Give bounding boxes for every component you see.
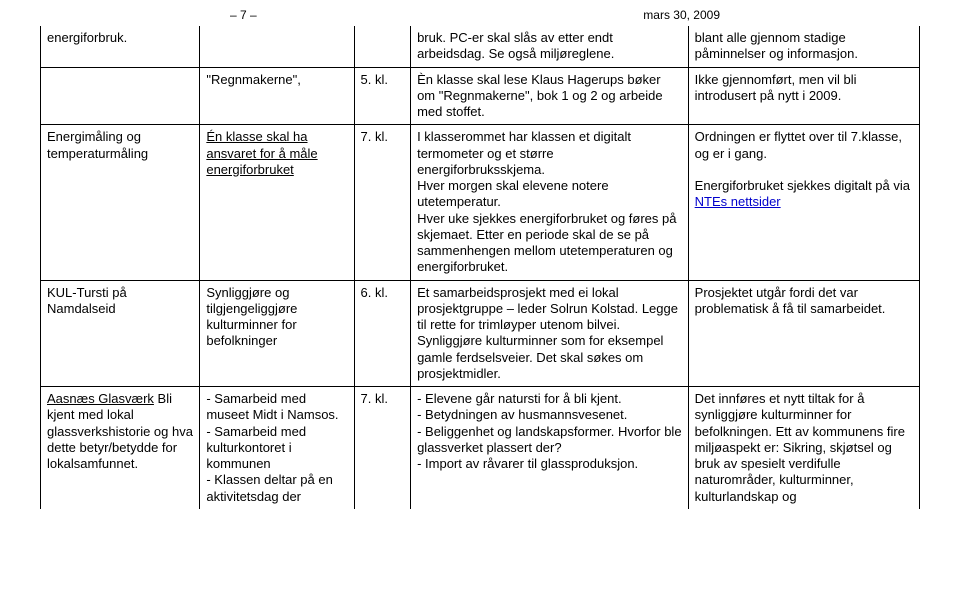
cell-measure: - Samarbeid med museet Midt i Namsos. - … <box>200 387 354 509</box>
cell-description: bruk. PC-er skal slås av etter endt arbe… <box>411 26 689 67</box>
cell-description: - Elevene går natursti for å bli kjent. … <box>411 387 689 509</box>
cell-description: Et samarbeidsprosjekt med ei lokal prosj… <box>411 280 689 387</box>
table-row: Aasnæs Glasværk Bli kjent med lokal glas… <box>41 387 920 509</box>
cell-grade: 7. kl. <box>354 125 411 280</box>
spacer <box>695 164 913 178</box>
page-date: mars 30, 2009 <box>643 8 720 22</box>
cell-description: Èn klasse skal lese Klaus Hagerups bøker… <box>411 67 689 125</box>
cell-measure: Synliggjøre og tilgjengeliggjøre kulturm… <box>200 280 354 387</box>
cell-status: Ordningen er flyttet over til 7.klasse, … <box>688 125 919 280</box>
table-row: energiforbruk. bruk. PC-er skal slås av … <box>41 26 920 67</box>
document-page: – 7 – mars 30, 2009 energiforbruk. bruk.… <box>0 0 960 509</box>
cell-status: blant alle gjennom stadige påminnelser o… <box>688 26 919 67</box>
cell-status: Ikke gjennomført, men vil bli introduser… <box>688 67 919 125</box>
plan-table: energiforbruk. bruk. PC-er skal slås av … <box>40 26 920 509</box>
cell-topic: Energimåling og temperaturmåling <box>41 125 200 280</box>
status-line: Ordningen er flyttet over til 7.klasse, … <box>695 129 913 162</box>
cell-measure: Én klasse skal ha ansvaret for å måle en… <box>200 125 354 280</box>
cell-status: Det innføres et nytt tiltak for å synlig… <box>688 387 919 509</box>
cell-grade <box>354 26 411 67</box>
cell-status: Prosjektet utgår fordi det var problemat… <box>688 280 919 387</box>
cell-measure: "Regnmakerne", <box>200 67 354 125</box>
nte-link[interactable]: NTEs nettsider <box>695 194 781 209</box>
page-number: – 7 – <box>230 8 257 22</box>
cell-measure <box>200 26 354 67</box>
cell-grade: 7. kl. <box>354 387 411 509</box>
cell-topic: energiforbruk. <box>41 26 200 67</box>
cell-grade: 6. kl. <box>354 280 411 387</box>
text: Energiforbruket sjekkes digitalt på via <box>695 178 910 193</box>
table-row: Energimåling og temperaturmåling Én klas… <box>41 125 920 280</box>
underline-text: Aasnæs Glasværk <box>47 391 154 406</box>
table-row: KUL-Tursti på Namdalseid Synliggjøre og … <box>41 280 920 387</box>
cell-topic: KUL-Tursti på Namdalseid <box>41 280 200 387</box>
cell-topic <box>41 67 200 125</box>
cell-description: I klasserommet har klassen et digitalt t… <box>411 125 689 280</box>
cell-topic: Aasnæs Glasværk Bli kjent med lokal glas… <box>41 387 200 509</box>
page-header: – 7 – mars 30, 2009 <box>40 8 920 22</box>
cell-grade: 5. kl. <box>354 67 411 125</box>
status-line: Energiforbruket sjekkes digitalt på via … <box>695 178 913 211</box>
table-row: "Regnmakerne", 5. kl. Èn klasse skal les… <box>41 67 920 125</box>
underline-text: Én klasse skal ha ansvaret for å måle en… <box>206 129 317 177</box>
